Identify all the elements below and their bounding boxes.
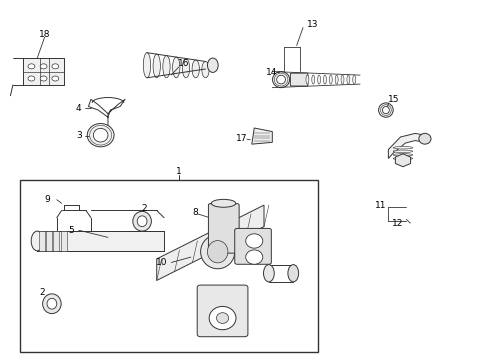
Ellipse shape [31,231,43,251]
Text: 14: 14 [265,68,276,77]
Ellipse shape [392,157,412,160]
Text: 1: 1 [176,167,181,176]
Text: 17: 17 [236,134,247,143]
Ellipse shape [305,75,308,84]
Ellipse shape [340,75,343,84]
Ellipse shape [153,54,160,78]
Polygon shape [157,205,264,280]
Bar [61,231,66,251]
Ellipse shape [245,250,262,264]
Text: 13: 13 [306,19,318,28]
Bar [46,231,52,251]
Text: 3: 3 [76,131,81,140]
Ellipse shape [87,123,114,147]
Circle shape [52,64,59,69]
Text: 4: 4 [76,104,81,113]
Circle shape [28,76,35,81]
Text: 10: 10 [156,258,167,267]
Text: 11: 11 [374,201,386,210]
Bar [37,231,163,251]
Ellipse shape [207,240,227,263]
Ellipse shape [137,216,147,226]
FancyBboxPatch shape [208,204,239,253]
Ellipse shape [378,103,392,117]
Text: 6: 6 [222,314,227,323]
FancyBboxPatch shape [234,228,271,264]
Ellipse shape [382,107,388,114]
Ellipse shape [93,129,108,142]
Ellipse shape [418,134,430,144]
Ellipse shape [323,75,326,84]
FancyBboxPatch shape [197,285,247,337]
Ellipse shape [143,53,150,78]
Ellipse shape [334,75,337,84]
Ellipse shape [192,60,199,78]
Polygon shape [387,134,424,158]
Bar [22,58,64,85]
Ellipse shape [202,62,209,78]
Ellipse shape [317,75,320,84]
Ellipse shape [329,75,331,84]
Circle shape [52,76,59,81]
Ellipse shape [245,234,262,248]
Text: 9: 9 [44,195,50,204]
Text: 12: 12 [391,219,403,228]
Ellipse shape [216,313,228,323]
Ellipse shape [182,59,189,78]
FancyBboxPatch shape [290,73,307,86]
Text: 2: 2 [39,288,45,297]
Ellipse shape [42,294,61,314]
Ellipse shape [272,72,289,87]
Bar [39,231,44,251]
Ellipse shape [172,57,180,78]
Ellipse shape [163,56,170,78]
Ellipse shape [207,58,218,72]
Ellipse shape [47,298,57,309]
Ellipse shape [392,150,412,153]
Polygon shape [251,128,272,144]
Ellipse shape [211,199,235,207]
Text: 8: 8 [192,208,198,217]
Ellipse shape [392,147,412,149]
Text: 16: 16 [178,59,189,68]
Ellipse shape [392,154,412,156]
Ellipse shape [276,75,285,84]
Circle shape [40,64,47,69]
Ellipse shape [287,265,298,282]
Ellipse shape [311,75,314,84]
Ellipse shape [346,75,349,84]
Bar [20,180,317,352]
Text: 7: 7 [248,242,254,251]
Circle shape [40,76,47,81]
Ellipse shape [209,306,236,330]
Text: 5: 5 [68,226,74,235]
Text: 15: 15 [386,95,398,104]
Circle shape [28,64,35,69]
Text: 18: 18 [39,30,50,39]
Ellipse shape [200,235,234,269]
Ellipse shape [133,211,151,231]
Ellipse shape [352,75,355,84]
Bar [53,231,59,251]
Ellipse shape [263,265,274,282]
Text: 2: 2 [142,204,147,213]
